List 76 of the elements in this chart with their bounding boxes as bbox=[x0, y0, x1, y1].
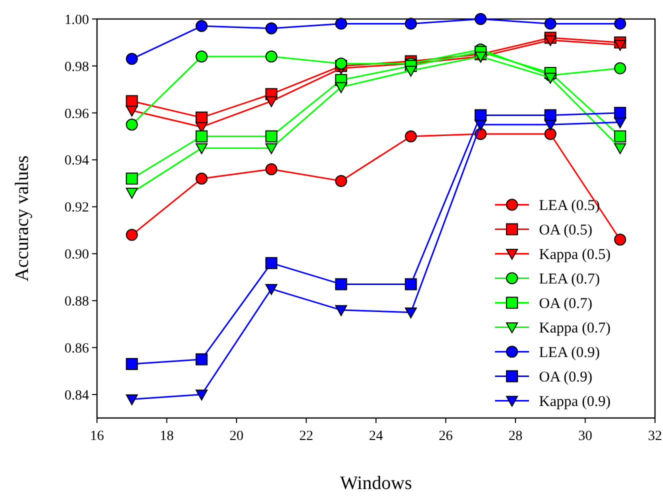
point bbox=[335, 82, 348, 94]
point bbox=[126, 358, 138, 370]
point bbox=[196, 390, 208, 401]
point bbox=[614, 18, 626, 30]
point bbox=[265, 284, 278, 295]
legend-label: Kappa (0.9) bbox=[539, 394, 611, 410]
point bbox=[196, 172, 208, 185]
point bbox=[265, 22, 278, 34]
point bbox=[474, 13, 487, 25]
point bbox=[614, 130, 626, 142]
point bbox=[196, 50, 208, 63]
x-tick-label: 26 bbox=[438, 429, 453, 444]
y-tick-label: 0.96 bbox=[64, 106, 89, 122]
x-tick-label: 32 bbox=[648, 429, 662, 444]
x-axis-title: Windows bbox=[340, 473, 412, 494]
point bbox=[126, 52, 138, 65]
x-tick-label: 24 bbox=[369, 429, 383, 444]
point bbox=[126, 106, 138, 117]
point bbox=[196, 143, 208, 154]
point bbox=[335, 305, 348, 316]
x-tick-label: 16 bbox=[90, 429, 104, 444]
y-tick-label: 0.90 bbox=[64, 248, 89, 263]
point bbox=[265, 50, 278, 63]
legend-label: Kappa (0.7) bbox=[539, 320, 611, 336]
point bbox=[404, 66, 417, 77]
x-tick-label: 22 bbox=[299, 429, 314, 444]
y-tick-label: 0.88 bbox=[64, 294, 89, 310]
point bbox=[404, 307, 417, 318]
x-tick-label: 18 bbox=[160, 429, 174, 444]
point bbox=[544, 120, 556, 131]
point bbox=[126, 172, 138, 185]
y-axis-title: Accuracy values bbox=[12, 155, 33, 282]
legend-label: OA (0.5) bbox=[539, 222, 592, 238]
point bbox=[126, 118, 138, 131]
legend-label: Kappa (0.5) bbox=[539, 247, 611, 263]
legend-label: LEA (0.9) bbox=[539, 345, 600, 361]
point bbox=[614, 234, 626, 246]
x-tick-label: 28 bbox=[508, 429, 522, 444]
point bbox=[196, 20, 208, 32]
x-tick-label: 30 bbox=[578, 429, 592, 444]
y-tick-label: 0.94 bbox=[64, 154, 89, 169]
point bbox=[404, 130, 417, 142]
point bbox=[614, 143, 626, 154]
point bbox=[126, 188, 138, 199]
legend-label: LEA (0.7) bbox=[539, 272, 600, 288]
point bbox=[126, 228, 138, 241]
x-tick-label: 20 bbox=[230, 429, 244, 444]
point bbox=[335, 174, 348, 187]
point bbox=[544, 72, 556, 84]
point bbox=[265, 163, 278, 176]
y-tick-label: 0.84 bbox=[64, 388, 89, 404]
y-tick-label: 0.86 bbox=[64, 341, 89, 356]
legend-label: OA (0.9) bbox=[539, 370, 592, 386]
point bbox=[544, 18, 556, 30]
point bbox=[614, 40, 626, 51]
point bbox=[544, 128, 556, 140]
y-tick-label: 1.00 bbox=[64, 12, 89, 28]
point bbox=[265, 96, 278, 108]
point bbox=[474, 120, 487, 131]
point bbox=[614, 62, 626, 74]
point bbox=[335, 18, 348, 30]
point bbox=[335, 278, 348, 290]
point bbox=[265, 143, 278, 154]
point bbox=[126, 394, 138, 406]
legend-label: LEA (0.5) bbox=[539, 198, 600, 214]
point bbox=[265, 257, 278, 270]
point bbox=[404, 278, 417, 290]
point bbox=[196, 130, 208, 142]
y-tick-label: 0.92 bbox=[64, 200, 89, 216]
legend-label: OA (0.7) bbox=[539, 296, 592, 312]
point bbox=[544, 35, 556, 46]
point bbox=[404, 18, 417, 30]
point bbox=[265, 130, 278, 142]
point bbox=[196, 353, 208, 366]
point bbox=[614, 117, 626, 128]
y-tick-label: 0.98 bbox=[64, 60, 89, 75]
